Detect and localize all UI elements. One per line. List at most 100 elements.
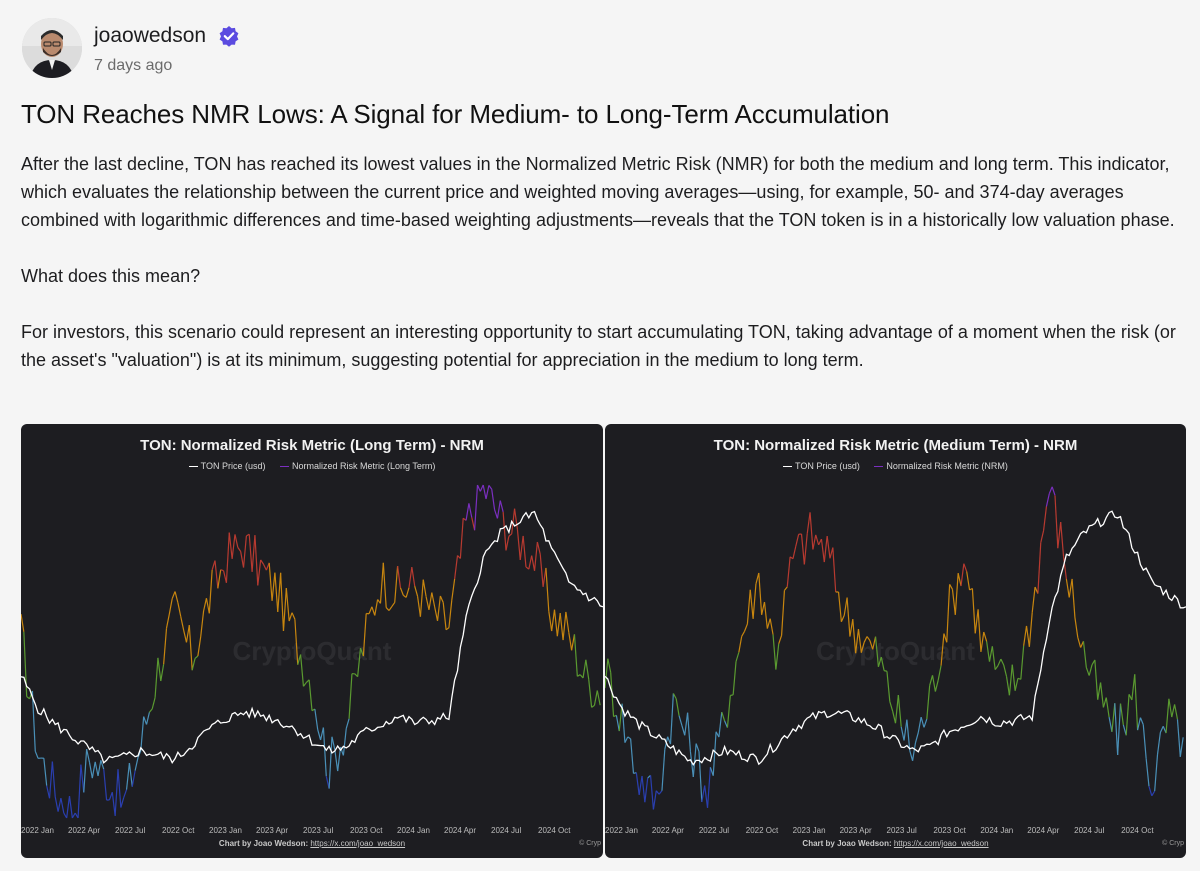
risk-metric-segment <box>120 797 125 808</box>
risk-metric-segment <box>194 655 199 659</box>
risk-metric-segment <box>491 489 496 510</box>
risk-metric-segment <box>815 534 820 546</box>
credit-link[interactable]: https://x.com/joao_wedson <box>893 839 989 848</box>
risk-metric-segment <box>334 749 339 772</box>
risk-metric-segment <box>220 569 224 572</box>
risk-metric-segment <box>641 775 646 803</box>
risk-metric-segment <box>188 625 193 671</box>
risk-metric-segment <box>761 601 766 615</box>
risk-metric-segment <box>237 547 242 552</box>
x-tick-label: 2024 Jul <box>1074 826 1105 835</box>
risk-metric-segment <box>937 665 942 681</box>
risk-metric-segment <box>328 736 333 789</box>
risk-metric-segment <box>795 534 800 547</box>
x-tick-label: 2024 Apr <box>1027 826 1060 835</box>
risk-metric-segment <box>971 588 976 634</box>
x-tick-label: 2022 Jul <box>698 826 730 835</box>
watermark: CryptoQuant <box>816 636 975 666</box>
risk-metric-segment <box>160 664 165 682</box>
risk-metric-segment <box>571 634 576 651</box>
risk-metric-segment <box>752 583 757 619</box>
risk-metric-segment <box>297 654 302 665</box>
risk-metric-segment <box>897 694 902 727</box>
risk-metric-segment <box>228 532 233 559</box>
risk-metric-segment <box>800 533 805 565</box>
risk-metric-segment <box>168 598 173 615</box>
risk-metric-segment <box>775 643 780 670</box>
risk-metric-segment <box>857 629 862 653</box>
risk-metric-segment <box>849 619 854 637</box>
risk-metric-segment <box>911 742 917 761</box>
risk-metric-segment <box>445 627 450 631</box>
x-tick-label: 2024 Jan <box>397 826 430 835</box>
risk-metric-segment <box>197 636 202 657</box>
risk-metric-segment <box>280 572 285 631</box>
risk-metric-segment <box>299 654 305 687</box>
risk-metric-segment <box>966 571 971 591</box>
risk-metric-segment <box>732 661 737 695</box>
risk-metric-segment <box>71 812 76 819</box>
risk-metric-segment <box>94 761 99 777</box>
post-title: TON Reaches NMR Lows: A Signal for Mediu… <box>21 99 890 129</box>
risk-metric-segment <box>1014 678 1019 691</box>
risk-metric-segment <box>103 769 108 801</box>
risk-metric-segment <box>1025 625 1030 647</box>
risk-metric-segment <box>91 761 96 779</box>
risk-metric-segment <box>368 606 373 614</box>
risk-metric-segment <box>262 564 267 571</box>
risk-metric-segment <box>180 616 185 631</box>
risk-metric-segment <box>1020 645 1025 680</box>
credit-link[interactable]: https://x.com/joao_wedson <box>310 839 406 848</box>
chart-medium-term[interactable]: TON: Normalized Risk Metric (Medium Term… <box>605 424 1186 858</box>
risk-metric-segment <box>291 612 296 620</box>
risk-metric-segment <box>886 671 891 702</box>
risk-metric-segment <box>1011 664 1016 691</box>
chart-long-term[interactable]: TON: Normalized Risk Metric (Long Term) … <box>21 424 603 858</box>
risk-metric-segment <box>872 636 877 650</box>
x-tick-label: 2023 Apr <box>256 826 289 835</box>
risk-metric-segment <box>786 556 791 587</box>
risk-metric-segment <box>1043 506 1048 531</box>
risk-metric-segment <box>923 718 928 728</box>
risk-metric-segment <box>399 587 404 596</box>
risk-metric-segment <box>672 693 677 700</box>
risk-metric-segment <box>459 518 464 559</box>
risk-metric-segment <box>551 609 556 632</box>
risk-metric-segment <box>502 511 507 551</box>
risk-metric-segment <box>1174 704 1179 720</box>
risk-metric-segment <box>371 606 376 616</box>
risk-metric-segment <box>513 508 519 530</box>
risk-metric-segment <box>1176 719 1181 757</box>
risk-metric-segment <box>792 546 797 559</box>
risk-metric-segment <box>357 648 362 677</box>
risk-metric-segment <box>528 555 533 570</box>
risk-metric-segment <box>183 629 188 643</box>
risk-metric-segment <box>60 798 65 814</box>
legend-item-price: TON Price (usd) <box>783 461 860 471</box>
post-body: After the last decline, TON has reached … <box>21 150 1186 374</box>
risk-metric-segment <box>900 726 905 741</box>
risk-metric-segment <box>425 596 430 610</box>
risk-metric-segment <box>1082 641 1087 668</box>
avatar[interactable] <box>22 18 82 78</box>
risk-metric-segment <box>536 541 541 555</box>
risk-metric-segment <box>994 665 999 670</box>
risk-metric-segment <box>254 535 259 586</box>
risk-metric-segment <box>1000 658 1005 666</box>
risk-metric-segment <box>1134 674 1139 731</box>
risk-metric-segment <box>1125 694 1130 736</box>
risk-metric-segment <box>211 560 216 571</box>
risk-metric-segment <box>1085 667 1090 676</box>
risk-metric-segment <box>565 611 570 633</box>
price-line <box>605 510 1186 766</box>
risk-metric-segment <box>131 770 136 787</box>
author-name[interactable]: joaowedson <box>94 24 207 47</box>
risk-metric-segment <box>635 772 640 795</box>
risk-metric-segment <box>434 606 439 621</box>
risk-metric-segment <box>348 673 353 719</box>
chart-title: TON: Normalized Risk Metric (Medium Term… <box>713 437 1078 454</box>
risk-metric-segment <box>1099 682 1105 708</box>
risk-metric-segment <box>963 563 968 572</box>
chart-credit: Chart by Joao Wedson: https://x.com/joao… <box>802 839 989 848</box>
risk-metric-segment <box>391 602 396 607</box>
